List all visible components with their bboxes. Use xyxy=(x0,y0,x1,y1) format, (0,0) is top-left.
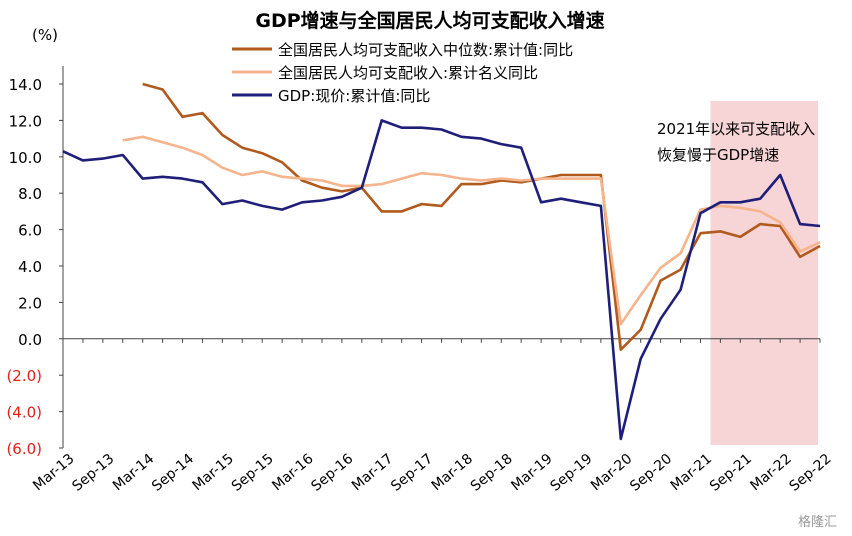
x-tick-label: Sep-20 xyxy=(627,451,675,495)
y-tick-label: 4.0 xyxy=(18,258,42,276)
y-tick-label: 2.0 xyxy=(18,294,42,312)
y-tick-label: 0.0 xyxy=(18,331,42,349)
x-tick-label: Mar-15 xyxy=(190,451,237,494)
chart-title: GDP增速与全国居民人均可支配收入增速 xyxy=(255,9,604,32)
legend: 全国居民人均可支配收入中位数:累计值:同比 全国居民人均可支配收入:累计名义同比… xyxy=(232,41,573,105)
x-tick-label: Sep-21 xyxy=(707,451,755,495)
series-lines xyxy=(62,82,821,441)
series-line-gdp xyxy=(62,119,821,441)
y-tick-label: 12.0 xyxy=(9,112,42,130)
y-tick-label: 10.0 xyxy=(9,149,42,167)
y-tick-label: 8.0 xyxy=(18,185,42,203)
x-tick-label: Mar-20 xyxy=(588,451,635,494)
y-tick-label: 14.0 xyxy=(9,76,42,94)
y-unit-label: (%) xyxy=(32,26,58,44)
x-tick-label: Sep-18 xyxy=(468,451,516,495)
x-tick-label: Mar-19 xyxy=(508,451,555,494)
x-tick-label: Sep-22 xyxy=(787,451,835,495)
y-tick-label: (4.0) xyxy=(6,404,42,422)
x-tick-label: Mar-22 xyxy=(747,451,794,494)
x-tick-label: Sep-13 xyxy=(69,451,117,495)
x-tick-label: Sep-19 xyxy=(547,451,595,495)
y-axis: 14.0 12.0 10.0 8.0 6.0 4.0 2.0 0.0 (2.0) (4.0) (6.… xyxy=(6,66,64,458)
legend-label-gdp: GDP:现价:累计值:同比 xyxy=(278,87,430,105)
x-tick-label: Mar-14 xyxy=(110,451,157,494)
x-tick-label: Mar-17 xyxy=(349,451,396,494)
series-line-median xyxy=(142,82,821,351)
y-tick-label: (6.0) xyxy=(6,440,42,458)
x-tick-label: Sep-17 xyxy=(388,451,436,495)
watermark: 格隆汇 xyxy=(798,514,837,530)
x-tick-label: Mar-16 xyxy=(269,451,316,494)
x-tick-label: Sep-14 xyxy=(149,451,197,495)
highlight-region xyxy=(710,101,819,445)
y-tick-label: 6.0 xyxy=(18,222,42,240)
x-tick-label: Sep-16 xyxy=(308,451,356,495)
series-line-nominal xyxy=(122,135,821,326)
x-tick-label: Sep-15 xyxy=(229,451,277,495)
legend-label-median: 全国居民人均可支配收入中位数:累计值:同比 xyxy=(278,41,573,59)
x-tick-label: Mar-21 xyxy=(668,451,715,494)
y-tick-label: (2.0) xyxy=(6,367,42,385)
annotation-line-1: 2021年以来可支配收入 xyxy=(657,120,815,138)
x-tick-label: Mar-18 xyxy=(429,451,476,494)
legend-label-nominal: 全国居民人均可支配收入:累计名义同比 xyxy=(278,64,538,82)
annotation-line-2: 恢复慢于GDP增速 xyxy=(657,146,779,164)
